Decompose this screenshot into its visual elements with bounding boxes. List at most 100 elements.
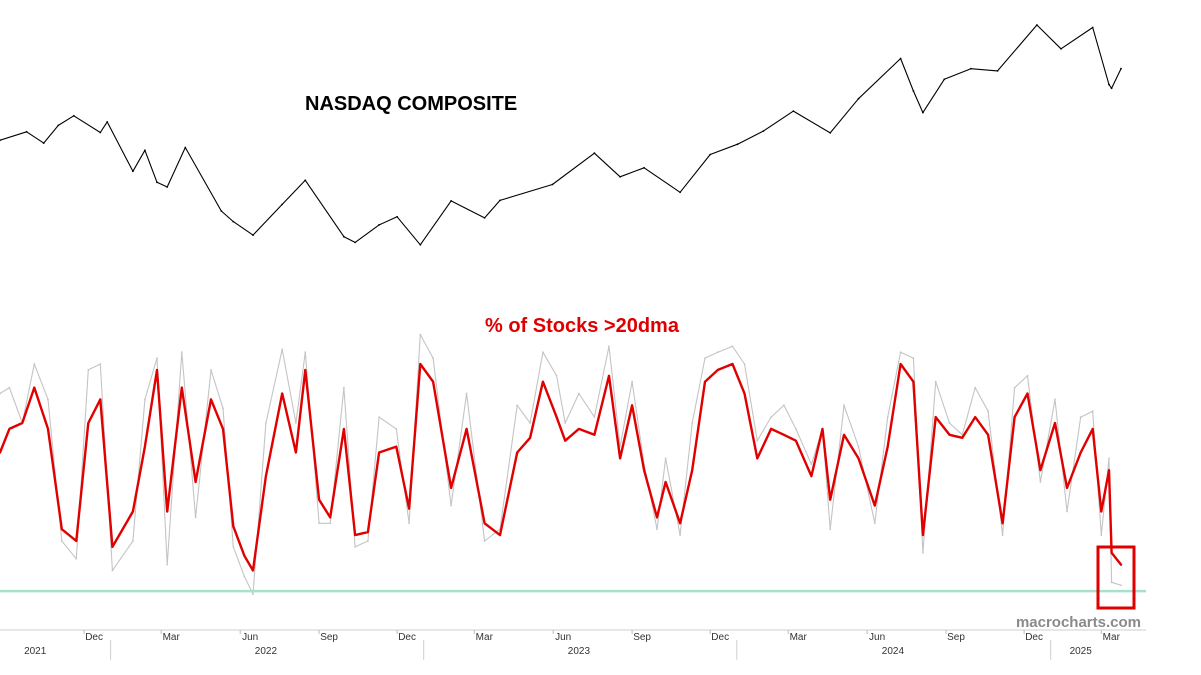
breadth-raw-point [829,528,832,531]
breadth-raw-point [731,345,734,348]
breadth-smoothed-point [1054,422,1056,424]
breadth-smoothed-point [691,469,694,472]
breadth-raw-point [886,416,889,418]
breadth-raw-point [33,363,36,365]
nasdaq-point [593,152,596,155]
x-axis-year-label: 2023 [568,646,591,657]
breadth-smoothed-point [499,534,501,536]
breadth-raw-point [232,546,235,548]
breadth-smoothed-point [1001,522,1004,525]
breadth-smoothed-point [210,398,212,401]
breadth-raw-point [47,398,49,401]
breadth-smoothed-point [1039,469,1042,472]
breadth-smoothed-point [465,428,468,430]
breadth-raw-point [432,357,434,359]
breadth-raw-point [132,540,134,542]
breadth-smoothed-point [432,380,434,383]
nasdaq-point [970,67,972,70]
nasdaq-point [912,90,915,92]
breadth-raw-point [1091,410,1094,413]
breadth-raw-point [111,569,114,572]
breadth-raw-point [367,540,369,542]
nasdaq-point [378,224,380,226]
breadth-smoothed-point [542,380,544,383]
breadth-raw-point [144,398,146,401]
breadth-smoothed-point [395,445,398,448]
breadth-raw-point [770,416,772,418]
x-axis-month-label: Mar [476,632,494,643]
x-axis-month-label: Jun [555,632,571,643]
breadth-raw-point [756,439,759,442]
breadth-smoothed-point [295,451,297,454]
nasdaq-point [156,181,158,184]
breadth-smoothed-point [232,525,235,528]
breadth-raw-point [593,416,596,418]
breadth-raw-point [1100,534,1103,536]
nasdaq-composite-series [0,24,1122,246]
breadth-raw-point [329,522,332,525]
breadth-smoothed-point [857,457,860,460]
breadth-raw-point [810,463,813,466]
nasdaq-point [281,203,284,206]
breadth-smoothed-point [408,507,410,510]
nasdaq-point [792,110,795,112]
x-axis-month-label: Dec [711,632,729,643]
breadth-smoothed-point [987,433,989,436]
nasdaq-point [166,186,169,188]
breadth-raw-point [99,363,102,365]
breadth-smoothed-point [367,531,369,533]
breadth-raw-point [987,410,989,413]
breadth-raw-point [8,386,11,389]
breadth-smoothed-point [843,433,845,436]
breadth-raw-point [843,404,845,407]
watermark: macrocharts.com [1016,614,1141,631]
breadth-smoothed-point [75,540,78,542]
nasdaq-point [232,220,235,223]
breadth-raw-point [87,369,90,371]
breadth-smoothed-point [886,445,889,448]
lower-chart-title: % of Stocks >20dma [485,315,680,337]
breadth-raw-point [281,348,284,351]
breadth-smoothed-point [99,398,102,401]
nasdaq-point [1110,87,1113,90]
breadth-smoothed-point [912,380,915,383]
breadth-raw-point [1110,581,1113,584]
breadth-smoothed-point [8,428,11,430]
breadth-smoothed-point [631,404,633,407]
breadth-smoothed-point [343,428,345,430]
breadth-smoothed-point [243,554,246,557]
nasdaq-point [220,210,223,212]
x-axis-month-label: Dec [398,632,416,643]
breadth-smoothed-point [318,498,320,501]
breadth-smoothed-point [166,510,169,513]
breadth-raw-point [783,404,785,407]
nasdaq-point [709,153,712,156]
breadth-raw-point [318,522,320,525]
breadth-smoothed-point [21,422,24,424]
breadth-raw-point [899,351,902,354]
x-axis-year-ticks: 2021 2022 2023 2024 2025 [24,640,1092,660]
x-axis-month-label: Mar [1103,632,1121,643]
breadth-raw-series [0,333,1122,595]
nasdaq-point [762,130,765,133]
nasdaq-point [252,234,254,237]
breadth-smoothed-point [1100,510,1103,513]
x-axis-month-label: Jun [242,632,258,643]
breadth-raw-point [304,351,307,354]
breadth-raw-point [631,380,633,383]
breadth-smoothed-point [516,451,519,454]
breadth-smoothed-point [608,374,610,377]
nasdaq-point [99,131,102,134]
x-axis-year-label: 2025 [1070,646,1093,657]
nasdaq-point [106,121,109,123]
x-axis-month-label: Jun [869,632,885,643]
breadth-smoothed-point [483,522,486,525]
breadth-smoothed-point [144,445,146,448]
breadth-raw-point [717,351,719,354]
breadth-smoothed-point [252,569,254,572]
nasdaq-point [829,132,832,134]
nasdaq-point [184,146,187,149]
breadth-smoothed-point [770,428,772,430]
breadth-raw-point [679,534,681,536]
